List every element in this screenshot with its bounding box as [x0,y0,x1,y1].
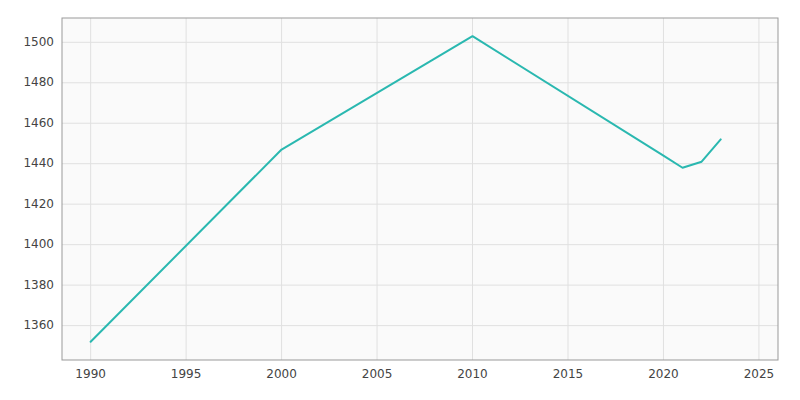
y-tick-label: 1360 [23,318,54,332]
chart-svg: 1360 1380 1400 1420 1440 1460 1480 1500 1990 1995… [0,0,800,400]
x-grid-line [186,18,187,360]
axes: 1360 1380 1400 1420 1440 1460 1480 1500 1990 1995… [23,18,778,381]
x-grid-line [377,18,378,360]
y-grid-line [62,123,778,124]
y-tick-label: 1420 [23,197,54,211]
y-tick-label: 1400 [23,237,54,251]
y-grid-line [62,163,778,164]
x-tick-label: 2005 [362,367,393,381]
series-group [91,36,721,342]
x-tick-label: 1990 [75,367,106,381]
y-tick-label: 1480 [23,75,54,89]
y-tick-label: 1440 [23,156,54,170]
y-grid-line [62,285,778,286]
x-tick-label: 1995 [171,367,202,381]
plot-background [62,18,778,360]
grid [62,18,778,360]
y-grid-line [62,244,778,245]
y-grid-line [62,82,778,83]
x-grid-line [281,18,282,360]
x-grid-line [663,18,664,360]
y-grid-line [62,325,778,326]
y-tick-label: 1460 [23,116,54,130]
x-grid-line [472,18,473,360]
x-tick-label: 2025 [744,367,775,381]
y-tick-label: 1380 [23,278,54,292]
x-tick-label: 2020 [648,367,679,381]
line [91,36,721,342]
x-grid-line [567,18,568,360]
y-grid-line [62,42,778,43]
x-tick-label: 2000 [266,367,297,381]
x-tick-label: 2015 [553,367,584,381]
x-tick-label: 2010 [457,367,488,381]
x-grid-line [758,18,759,360]
y-grid-line [62,204,778,205]
chart-container: 1360 1380 1400 1420 1440 1460 1480 1500 1990 1995… [0,0,800,400]
plot-frame [62,18,778,360]
x-grid-line [90,18,91,360]
y-tick-label: 1500 [23,35,54,49]
